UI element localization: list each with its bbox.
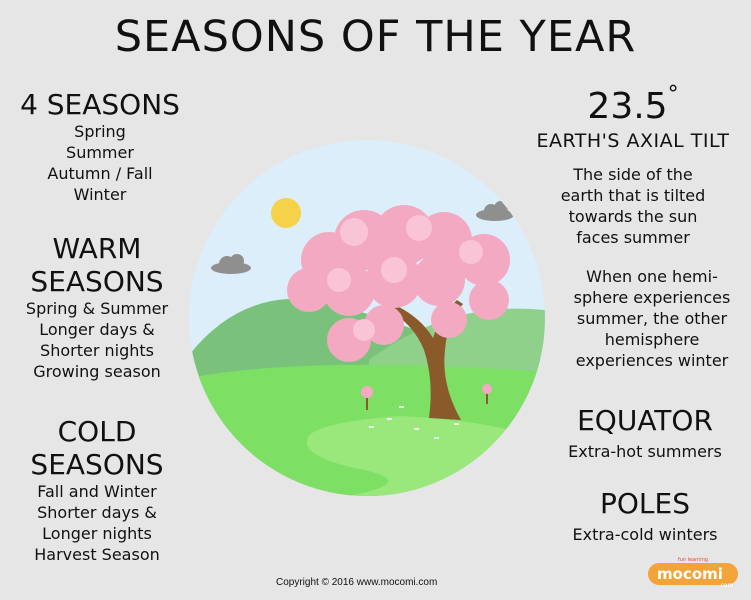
poles-block: POLES Extra-cold winters bbox=[540, 487, 750, 545]
petals bbox=[369, 406, 459, 439]
hemisphere-line: summer, the other bbox=[576, 309, 728, 328]
axial-tilt-block: 23.5° EARTH'S AXIAL TILT The side of the… bbox=[524, 78, 742, 248]
cold-line: Longer nights bbox=[42, 524, 152, 543]
season-tree-illustration bbox=[189, 140, 545, 496]
cloud-icon bbox=[211, 254, 251, 274]
warm-line: Longer days & bbox=[39, 320, 155, 339]
warm-heading-line: WARM bbox=[52, 232, 142, 265]
svg-text:.com: .com bbox=[719, 582, 734, 589]
cold-line: Harvest Season bbox=[34, 545, 160, 564]
tree-blossom-highlights bbox=[327, 215, 483, 341]
poles-heading: POLES bbox=[600, 487, 690, 520]
hemisphere-line: hemisphere bbox=[604, 330, 700, 349]
hemisphere-block: When one hemi- sphere experiences summer… bbox=[552, 266, 751, 371]
four-seasons-heading: 4 SEASONS bbox=[20, 88, 180, 121]
cold-heading-line: SEASONS bbox=[30, 448, 164, 481]
tilt-label: EARTH'S AXIAL TILT bbox=[536, 130, 730, 152]
cold-heading-line: COLD bbox=[57, 415, 137, 448]
warm-line: Growing season bbox=[33, 362, 161, 381]
copyright-text: Copyright © 2016 www.mocomi.com bbox=[276, 577, 438, 588]
season-item: Summer bbox=[66, 143, 134, 162]
tilt-line: earth that is tilted bbox=[560, 186, 706, 205]
degree-symbol: ° bbox=[667, 82, 679, 107]
warm-seasons-block: WARM SEASONS Spring & Summer Longer days… bbox=[0, 232, 194, 382]
cloud-icon bbox=[476, 201, 514, 221]
season-item: Autumn / Fall bbox=[47, 164, 153, 183]
hemisphere-line: experiences winter bbox=[575, 351, 729, 370]
tilt-line: The side of the bbox=[573, 165, 693, 184]
svg-text:mocomi: mocomi bbox=[657, 565, 723, 583]
cold-seasons-block: COLD SEASONS Fall and Winter Shorter day… bbox=[0, 415, 194, 565]
equator-heading: EQUATOR bbox=[577, 404, 713, 437]
page-title: SEASONS OF THE YEAR bbox=[114, 12, 637, 62]
hemisphere-line: When one hemi- bbox=[586, 267, 718, 286]
warm-line: Shorter nights bbox=[40, 341, 154, 360]
small-tree bbox=[482, 384, 492, 404]
equator-text: Extra-hot summers bbox=[568, 442, 722, 461]
season-item: Spring bbox=[74, 122, 126, 141]
tilt-line: towards the sun bbox=[568, 207, 698, 226]
tilt-degrees: 23.5° bbox=[524, 78, 742, 128]
cold-line: Shorter days & bbox=[37, 503, 157, 522]
sun-icon bbox=[271, 198, 301, 228]
poles-text: Extra-cold winters bbox=[572, 525, 718, 544]
four-seasons-block: 4 SEASONS Spring Summer Autumn / Fall Wi… bbox=[0, 88, 200, 205]
mocomi-logo: fun learning mocomi .com bbox=[648, 557, 738, 589]
small-tree bbox=[361, 386, 373, 410]
tilt-degrees-value: 23.5 bbox=[587, 86, 668, 127]
tilt-line: faces summer bbox=[576, 228, 690, 247]
season-item: Winter bbox=[73, 185, 127, 204]
warm-heading-line: SEASONS bbox=[30, 265, 164, 298]
cold-line: Fall and Winter bbox=[37, 482, 157, 501]
hemisphere-line: sphere experiences bbox=[573, 288, 731, 307]
svg-text:fun learning: fun learning bbox=[678, 557, 708, 563]
equator-block: EQUATOR Extra-hot summers bbox=[540, 404, 750, 462]
warm-line: Spring & Summer bbox=[25, 299, 169, 318]
